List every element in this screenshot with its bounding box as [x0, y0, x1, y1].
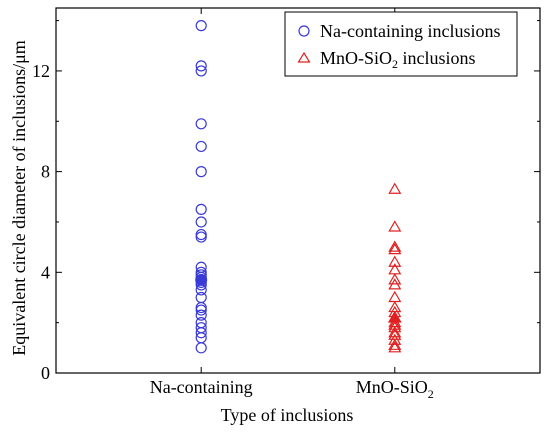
- legend-label-mnosio2: MnO-SiO2 inclusions: [320, 48, 476, 71]
- data-point-triangle: [388, 242, 402, 255]
- y-tick-label: 0: [41, 363, 50, 383]
- data-point-circle: [195, 140, 207, 153]
- data-point-circle: [195, 60, 207, 72]
- mean-point-circle: [195, 273, 208, 286]
- data-point-triangle: [388, 273, 402, 285]
- x-axis-ticks: Na-containing MnO-SiO2: [150, 8, 434, 401]
- plot-border: [55, 7, 541, 374]
- y-axis-ticks: 0 4 8 12: [32, 20, 540, 383]
- data-point-triangle: [388, 182, 402, 194]
- data-point-triangle: [388, 220, 402, 232]
- legend-label-mnosio2-part2: SiO: [364, 48, 392, 68]
- data-point-circle: [195, 231, 207, 243]
- y-tick-label: 8: [41, 162, 50, 182]
- x-tick-label-na: Na-containing: [150, 377, 253, 397]
- data-point-triangle: [388, 255, 402, 267]
- legend: Na-containing inclusions MnO-SiO2 inclus…: [284, 11, 518, 77]
- data-point-triangle: [388, 240, 402, 252]
- data-point-triangle: [388, 341, 402, 353]
- legend-box: [284, 11, 518, 77]
- data-point-circle: [195, 65, 207, 77]
- legend-label-na: Na-containing inclusions: [320, 21, 500, 41]
- data-point-triangle: [388, 320, 402, 333]
- data-point-circle: [195, 216, 207, 228]
- data-point-triangle: [388, 278, 402, 290]
- data-point-triangle: [388, 326, 402, 338]
- data-point-circle: [195, 166, 207, 178]
- legend-marker-mnosio2: [297, 51, 311, 63]
- legend-label-mnosio2-part1: MnO: [320, 48, 358, 68]
- data-point-circle: [195, 304, 207, 316]
- data-point-circle: [195, 228, 207, 241]
- data-point-circle: [195, 327, 207, 339]
- y-tick-label: 12: [32, 61, 50, 81]
- data-point-circle: [195, 309, 207, 321]
- data-point-circle: [195, 20, 207, 32]
- y-axis-title: Equivalent circle diameter of inclusions…: [9, 40, 29, 356]
- y-tick-label: 4: [41, 262, 50, 282]
- plot-frame: [55, 7, 541, 374]
- x-tick-label-mnosio2: MnO-SiO2: [356, 377, 434, 401]
- legend-label-mnosio2-sub: 2: [392, 57, 398, 71]
- x-tick-label-mnosio2-sub: 2: [428, 387, 434, 401]
- data-point-triangle: [388, 290, 402, 303]
- data-point-triangle: [388, 333, 402, 345]
- mean-point-triangle: [387, 310, 402, 323]
- x-tick-label-mnosio2-main: MnO-SiO: [356, 377, 428, 397]
- data-point-circle: [195, 118, 207, 130]
- legend-label-mnosio2-dash: -: [358, 48, 364, 68]
- data-point-circle: [195, 203, 207, 215]
- x-axis-title: Type of inclusions: [221, 405, 354, 425]
- data-points: [195, 20, 402, 354]
- data-point-circle: [195, 342, 207, 354]
- data-point-circle: [195, 291, 207, 304]
- legend-marker-na: [298, 25, 310, 37]
- legend-label-mnosio2-part3: inclusions: [398, 48, 476, 68]
- data-point-triangle: [388, 338, 402, 350]
